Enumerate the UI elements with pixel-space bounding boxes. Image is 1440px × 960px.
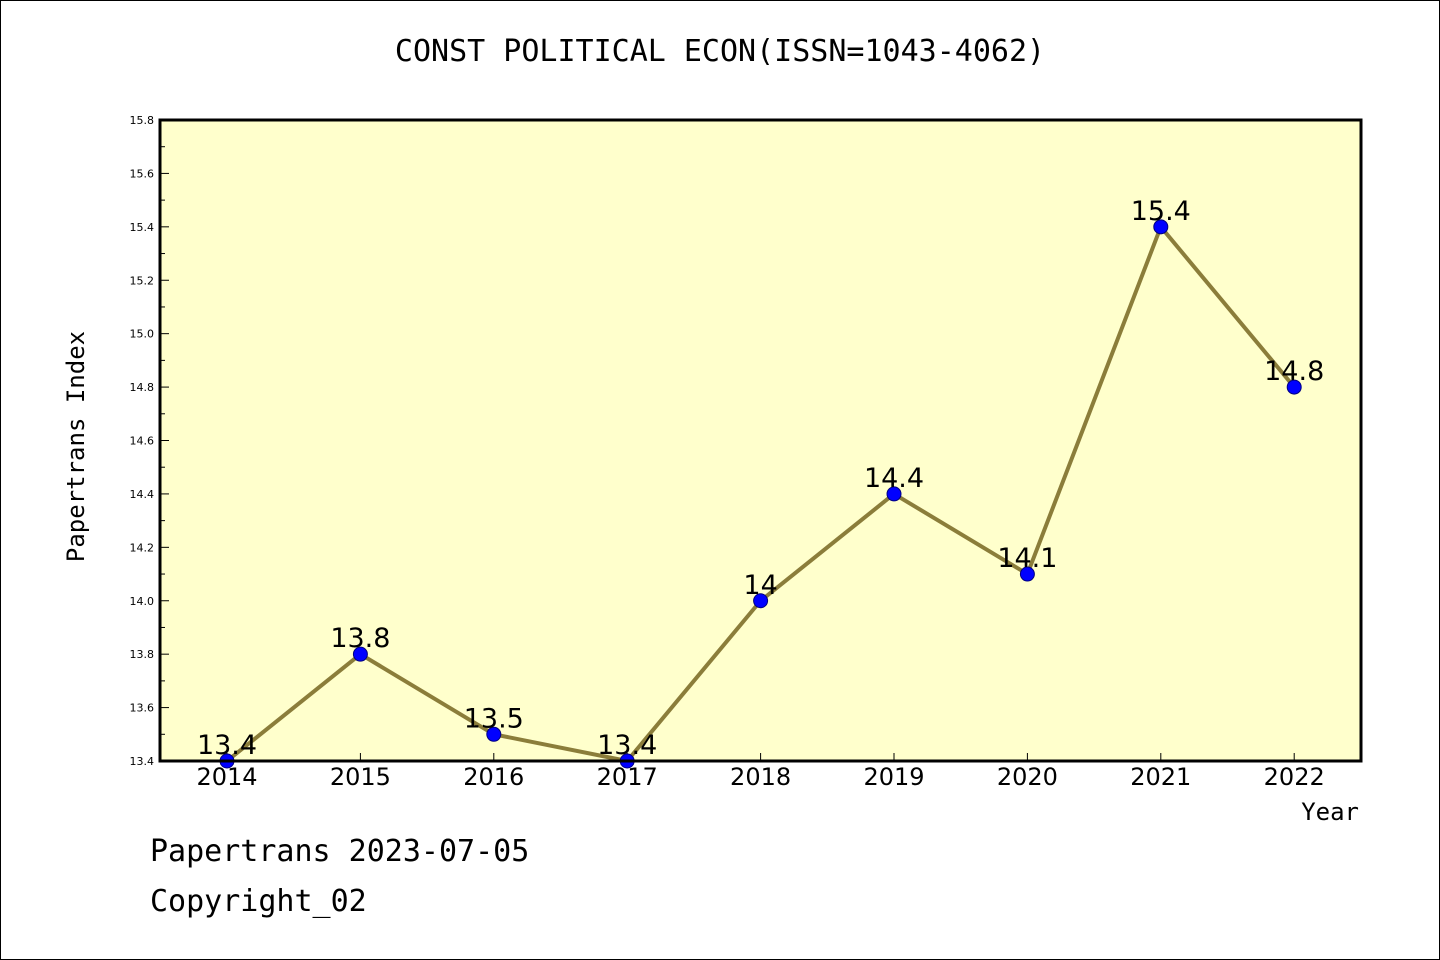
data-label: 14.1 — [997, 543, 1057, 574]
y-axis-label: Papertrans Index — [62, 331, 90, 562]
y-tick-label: 15.6 — [130, 167, 155, 180]
data-label: 14.8 — [1264, 356, 1324, 387]
y-tick-label: 13.4 — [130, 755, 155, 768]
y-tick-label: 14.8 — [130, 381, 155, 394]
data-point — [1153, 219, 1169, 235]
y-tick-label: 15.0 — [130, 328, 155, 341]
y-tick-label: 14.2 — [130, 541, 155, 554]
x-tick-label: 2020 — [997, 763, 1058, 791]
plot-border — [158, 118, 1363, 763]
x-axis-label: Year — [1301, 798, 1359, 826]
data-label: 13.4 — [197, 730, 257, 761]
y-tick-label: 14.6 — [130, 435, 155, 448]
data-label: 13.4 — [597, 730, 657, 761]
data-point — [1019, 566, 1035, 582]
x-tick-label: 2019 — [863, 763, 924, 791]
y-tick-label: 15.2 — [130, 274, 155, 287]
x-tick-label: 2021 — [1130, 763, 1191, 791]
y-tick-label: 14.4 — [130, 488, 155, 501]
x-tick-label: 2018 — [730, 763, 791, 791]
x-axis: 2014 2015 2016 2017 2018 2019 2020 2021 2022 — [196, 753, 1325, 791]
data-label: 15.4 — [1131, 196, 1191, 227]
data-point — [486, 726, 502, 742]
data-label: 14.4 — [864, 463, 924, 494]
data-labels: 13.4 13.8 13.5 13.4 14 14.4 14.1 15.4 14.8 — [197, 196, 1324, 761]
footer-copyright: Copyright_02 — [150, 884, 367, 919]
y-tick-label: 15.8 — [130, 114, 155, 127]
data-point — [352, 646, 368, 662]
x-tick-label: 2016 — [463, 763, 524, 791]
footer-date: Papertrans 2023-07-05 — [150, 834, 530, 869]
x-tick-label: 2022 — [1264, 763, 1325, 791]
x-tick-label: 2015 — [330, 763, 391, 791]
data-label: 13.5 — [464, 703, 524, 734]
y-tick-label: 13.8 — [130, 648, 155, 661]
data-point — [1286, 379, 1302, 395]
y-tick-label: 14.0 — [130, 595, 155, 608]
chart-title: CONST POLITICAL ECON(ISSN=1043-4062) — [394, 34, 1046, 69]
y-tick-label: 15.4 — [130, 221, 155, 234]
y-tick-label: 13.6 — [130, 702, 155, 715]
data-point — [753, 593, 769, 609]
data-label: 14 — [743, 570, 777, 601]
data-label: 13.8 — [330, 623, 390, 654]
data-point — [886, 486, 902, 502]
